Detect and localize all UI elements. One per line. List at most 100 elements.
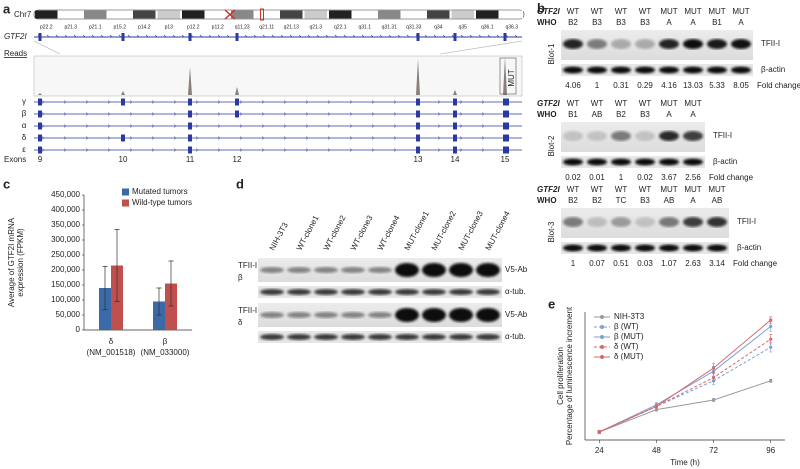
isoform-arrow [151,136,155,140]
isoform-exon [188,98,192,106]
protein-band [707,217,727,227]
isoform-arrow [371,148,375,152]
isoform-exon [235,98,239,106]
bar [165,283,177,330]
isoform-arrow [173,100,177,104]
series-line [599,380,771,433]
gene-exon [416,33,420,41]
x-tick-label: 48 [652,446,661,455]
lane-label: WT-clone4 [376,213,402,251]
isoform-arrow [239,148,243,152]
isoform-arrow [107,136,111,140]
fold-change: 0.29 [637,81,653,90]
x-tick-label: 96 [766,446,775,455]
protein-band [341,312,365,318]
band-label: p21.3 [64,24,77,30]
mutation-status: MUT [684,99,701,108]
exon-number: 9 [38,155,43,164]
isoform-arrow [305,136,309,140]
who-label: WHO [537,110,557,119]
isoform-arrow [173,124,177,128]
isoform-arrow [63,112,67,116]
tubulin-band [395,334,419,340]
actin-band [563,158,583,166]
error-bar [102,266,108,310]
gene-tick [262,34,266,38]
gene-tick [280,34,284,38]
isoform-arrow [349,112,353,116]
centromere [224,9,236,20]
isoform-arrow [129,136,133,140]
isoform-arrow [107,112,111,116]
isoform-arrow [217,112,221,116]
protein-band [563,131,583,141]
loading-label: α-tub. [505,287,526,296]
isoform-exon [188,134,192,142]
band-label: q36.3 [505,24,518,30]
who-type: A [666,18,672,27]
actin-band [563,66,583,74]
isoform-arrow [173,112,177,116]
fold-change: 2.63 [685,259,701,268]
who-type: B3 [616,18,626,27]
tubulin-band [476,289,500,295]
isoform-arrow [195,148,199,152]
actin-band [587,158,607,166]
read-peak [503,57,507,95]
gene-exon [188,33,192,41]
blot-name: Blot-1 [547,43,556,64]
gene-tick [379,34,383,38]
fold-change: 13.03 [683,81,704,90]
gene-tick [307,34,311,38]
locus-marker [260,8,264,21]
band-label: q31.33 [406,24,422,30]
band-label: q22.1 [334,24,347,30]
isoform-arrow [481,100,485,104]
legend-swatch [122,199,129,207]
actin-band [587,66,607,74]
protein-band [341,267,365,273]
legend-swatch [122,188,129,196]
protein-band [395,308,419,322]
point [769,345,773,349]
fold-label: Fold change [709,173,754,182]
who-type: B3 [592,18,602,27]
protein-band [368,312,392,318]
who-type: A [738,18,744,27]
isoform-arrow [283,112,287,116]
isoform-arrow [393,100,397,104]
gene-tick [136,34,140,38]
isoform-arrow [173,136,177,140]
panel-letter: a [3,1,11,16]
panel-letter: e [548,296,555,311]
gene-tick [253,34,257,38]
ideogram-band [231,10,254,19]
ideogram-band [500,10,523,19]
point [711,366,716,370]
isoform-arrow [349,136,353,140]
isoform-arrow [85,148,89,152]
protein-band [314,312,338,318]
protein-band [611,217,631,227]
gene-tick [334,34,338,38]
isoform-arrow [41,112,45,116]
gene-label: GTF2I [537,185,560,194]
protein-band [731,39,751,49]
who-label: WHO [537,196,557,205]
tubulin-band [314,334,338,340]
point [769,318,773,322]
isoform-exon [503,146,509,154]
ideogram-band [353,10,376,19]
fold-change: 4.06 [565,81,581,90]
actin-band [587,244,607,252]
protein-band [635,131,655,141]
zoom-lines [33,40,523,55]
isoform-arrow [63,124,67,128]
protein-label: TFII-I [238,306,257,315]
exons-label: Exons [4,155,26,164]
isoform-arrow [327,136,331,140]
isoform-arrow [151,124,155,128]
gene-tick [298,34,302,38]
protein-band [449,263,473,277]
fold-change: 0.02 [565,173,581,182]
